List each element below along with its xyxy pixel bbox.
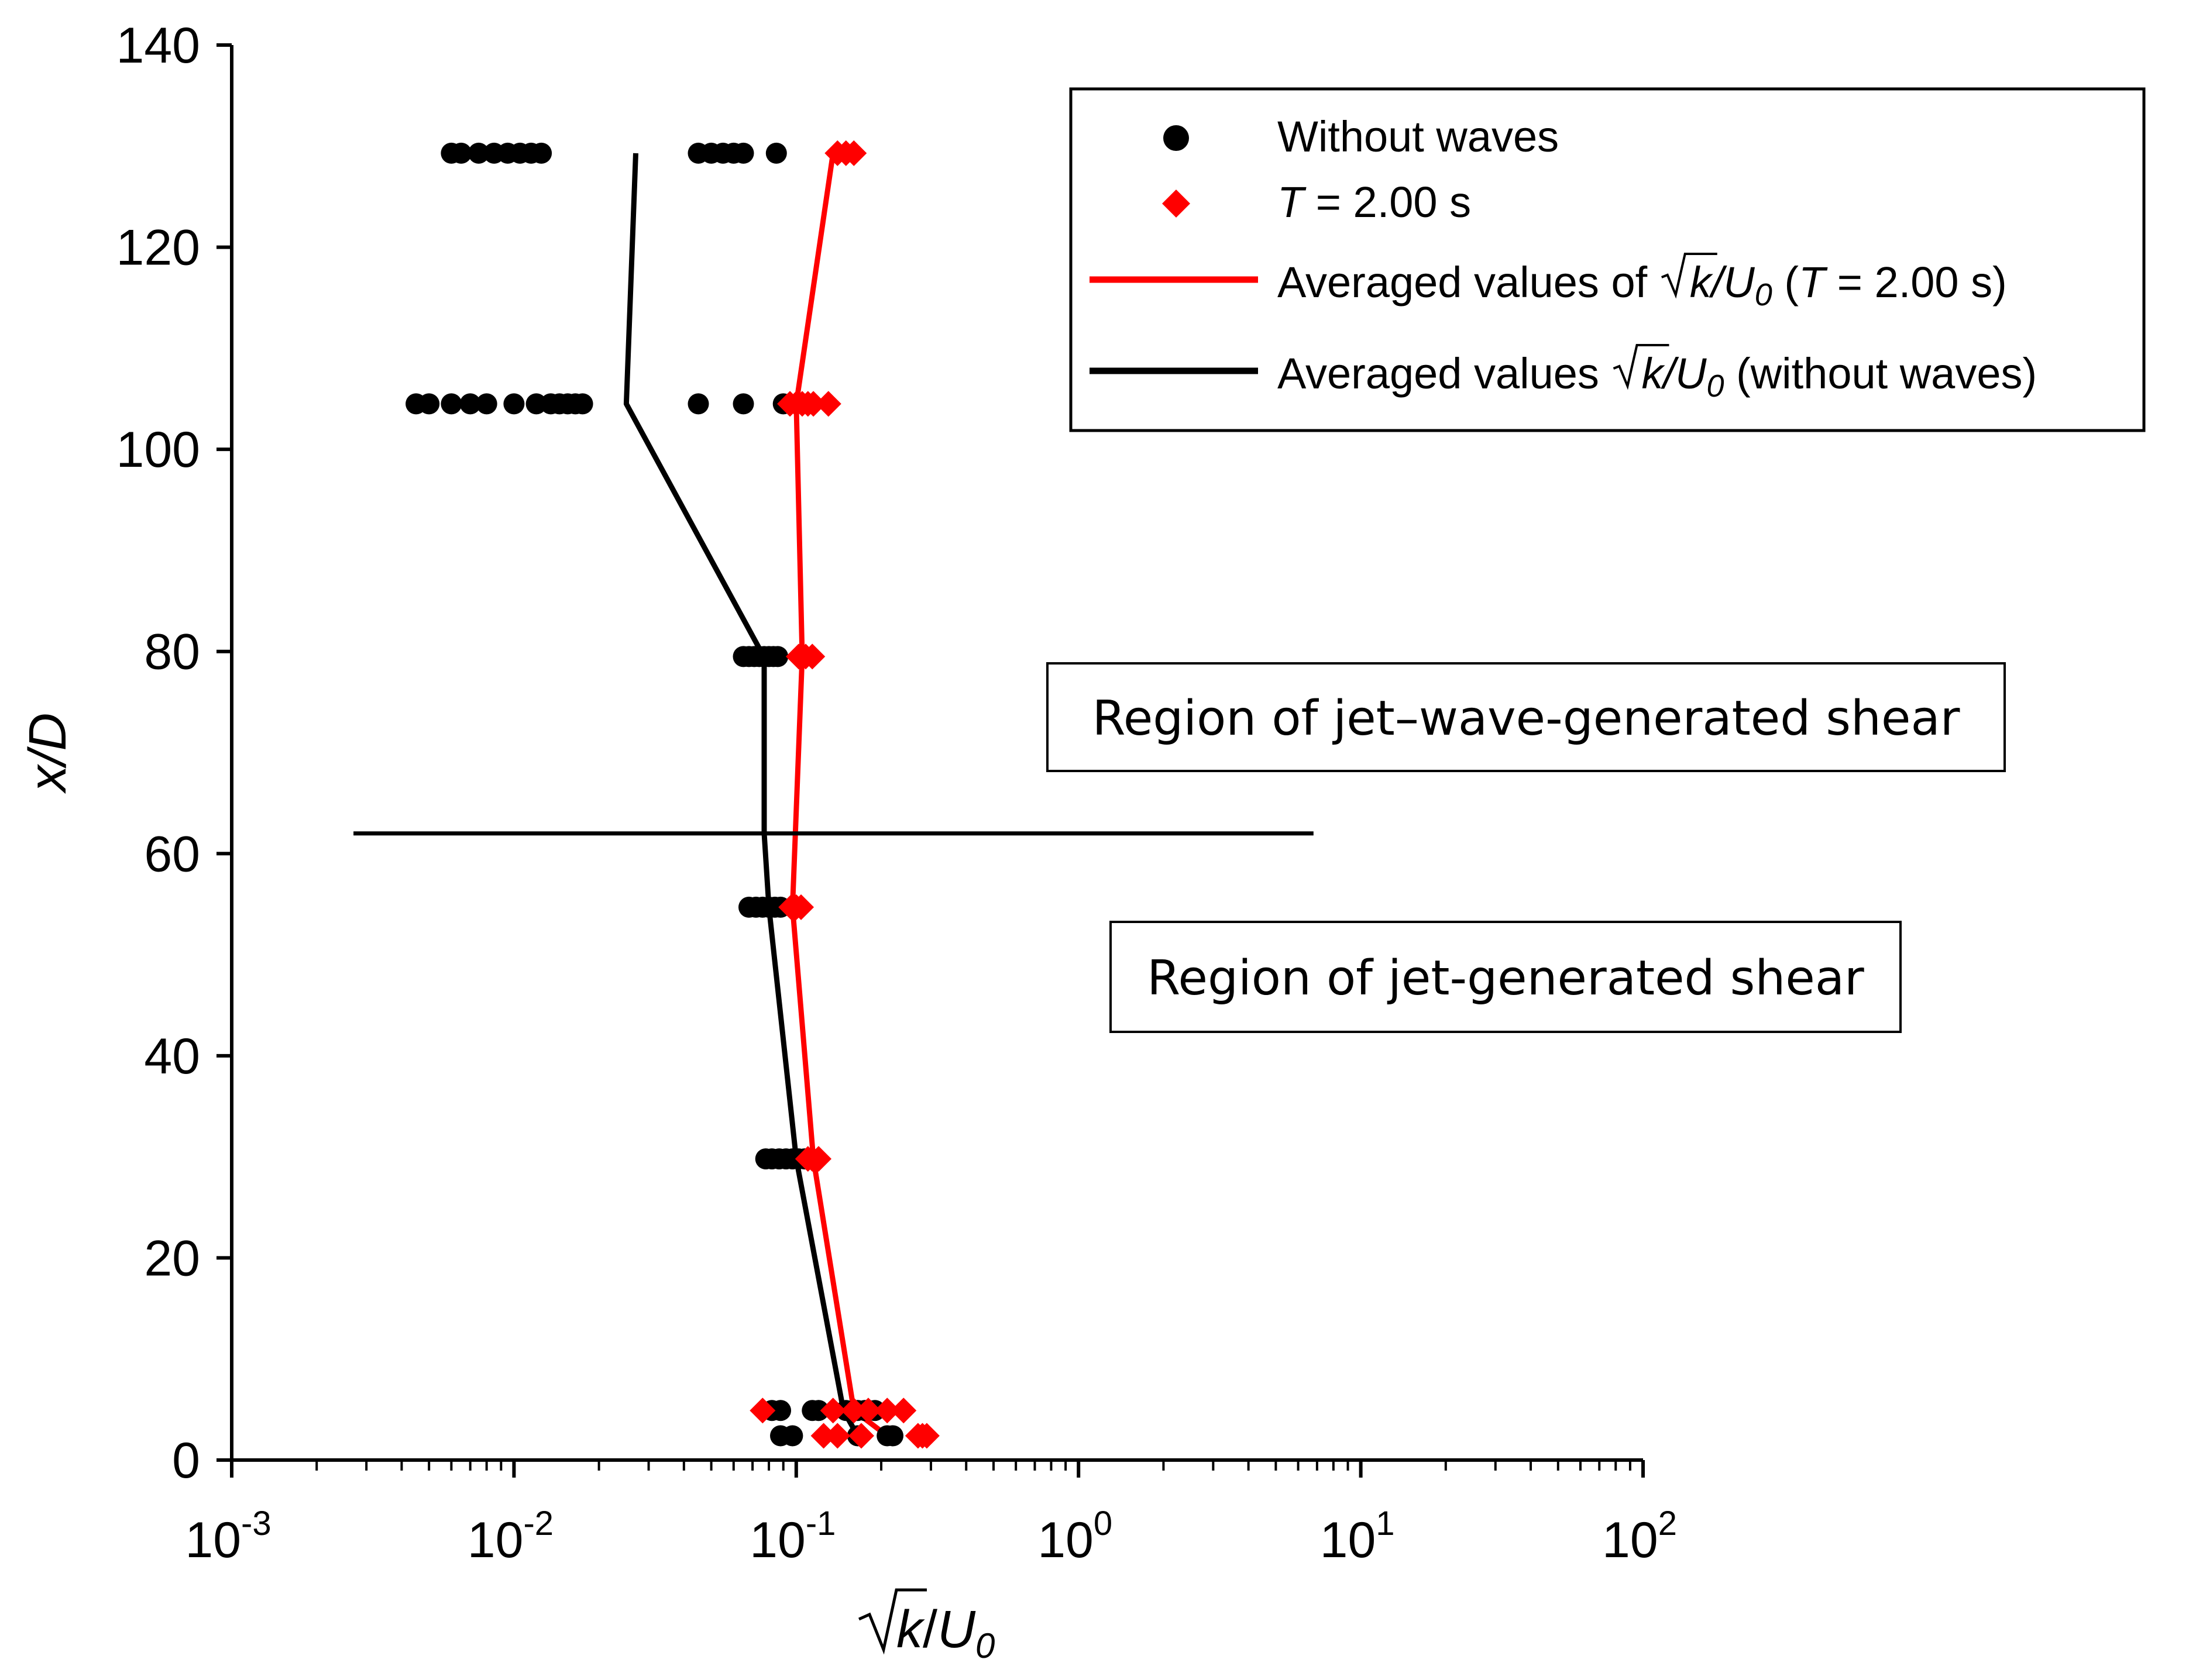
y-ticks: 0 20 40 60 80 100 120 140 <box>116 18 232 1489</box>
point-t200 <box>788 894 815 920</box>
x-tick-label: 10-3 <box>185 1505 271 1568</box>
y-tick-label: 100 <box>116 422 201 478</box>
point-without-waves <box>733 142 754 164</box>
x-axis-title-text: k/U0 <box>896 1600 995 1665</box>
point-without-waves <box>765 142 787 164</box>
x-tick-label: 10-2 <box>468 1505 554 1568</box>
legend-label-t200: T = 2.00 s <box>1277 178 1471 226</box>
y-tick-label: 20 <box>144 1230 200 1286</box>
x-tick-label: 100 <box>1037 1505 1112 1568</box>
legend: Without waves T = 2.00 s Averaged values… <box>1069 87 2146 432</box>
point-without-waves <box>451 142 472 164</box>
point-t200 <box>855 1397 881 1424</box>
legend-sqrt-icon <box>1661 253 1717 299</box>
y-tick-label: 60 <box>144 826 200 882</box>
point-without-waves <box>441 393 462 415</box>
annotation-jet-wave-shear: Region of jet–wave-generated shear <box>1092 691 1960 746</box>
legend-marker-t200 <box>1162 190 1190 218</box>
y-tick-label: 0 <box>172 1433 200 1489</box>
y-axis-title: x/D <box>19 713 77 794</box>
point-without-waves <box>808 1400 829 1421</box>
y-tick-label: 40 <box>144 1028 200 1085</box>
y-tick-label: 120 <box>116 220 201 276</box>
point-without-waves <box>468 142 490 164</box>
point-without-waves <box>525 393 547 415</box>
annotation-box-jet-wave <box>1046 662 2006 772</box>
annotation-jet-shear: Region of jet-generated shear <box>1147 951 1864 1006</box>
point-without-waves <box>418 393 440 415</box>
point-without-waves <box>503 393 525 415</box>
point-without-waves <box>459 393 481 415</box>
point-without-waves <box>476 393 497 415</box>
point-without-waves <box>882 1425 903 1447</box>
point-t200 <box>848 1423 874 1449</box>
legend-label-avg-black: Averaged values k/U0 (without waves) <box>1277 349 2037 404</box>
x-axis-title-sqrt-icon <box>858 1588 927 1655</box>
point-without-waves <box>767 646 789 667</box>
series-line <box>789 153 889 1438</box>
point-t200 <box>815 391 841 417</box>
point-without-waves <box>733 393 754 415</box>
point-t200 <box>810 1423 837 1449</box>
point-without-waves <box>572 393 593 415</box>
point-t200 <box>820 1397 846 1424</box>
point-without-waves <box>782 1425 803 1447</box>
legend-label-without-waves: Without waves <box>1277 112 1559 161</box>
x-tick-label: 10-1 <box>750 1505 836 1568</box>
point-t200 <box>891 1397 917 1424</box>
point-without-waves <box>770 1400 791 1421</box>
point-without-waves <box>688 393 709 415</box>
annotations: Region of jet–wave-generated shear Regio… <box>1046 662 2006 1033</box>
series-line <box>623 153 860 1437</box>
point-without-waves <box>531 142 552 164</box>
point-t200 <box>841 140 867 166</box>
legend-marker-without-waves <box>1163 125 1189 151</box>
point-t200 <box>799 643 826 670</box>
y-tick-label: 140 <box>116 18 201 74</box>
point-t200 <box>750 1397 776 1424</box>
point-t200 <box>800 391 827 417</box>
legend-label-avg-red: Averaged values of k/U0 (T = 2.00 s) <box>1277 258 2007 312</box>
point-t200 <box>805 1146 831 1172</box>
legend-sqrt-icon <box>1613 344 1669 390</box>
annotation-box-jet <box>1109 921 1902 1033</box>
point-t200 <box>913 1423 940 1449</box>
x-tick-label: 101 <box>1320 1505 1395 1568</box>
x-ticks: 10-3 10-2 10-1 100 101 102 <box>185 1460 1677 1568</box>
axes: 0 20 40 60 80 100 120 140 10-3 10-2 10-1 100 101 102 <box>116 18 1677 1568</box>
point-t200 <box>874 1397 901 1424</box>
point-t200 <box>841 1397 867 1424</box>
point-t200 <box>824 1423 851 1449</box>
plot-area <box>353 140 1314 1449</box>
x-axis-title: k/U0 <box>858 1588 995 1665</box>
x-tick-label: 102 <box>1602 1505 1677 1568</box>
y-tick-label: 80 <box>144 624 200 680</box>
